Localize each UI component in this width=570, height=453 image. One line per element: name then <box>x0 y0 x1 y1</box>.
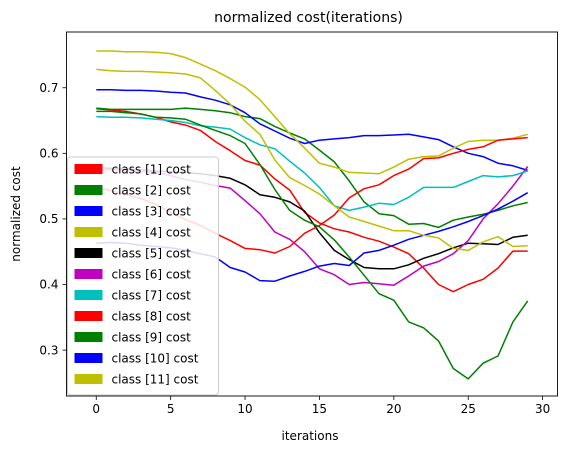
legend-swatch <box>74 353 103 363</box>
legend-swatch <box>74 311 103 321</box>
chart-title: normalized cost(iterations) <box>214 10 403 26</box>
y-axis: 0.3 0.4 0.5 0.6 0.7 <box>39 81 67 357</box>
legend-swatch <box>74 185 103 195</box>
legend-swatch <box>74 206 103 216</box>
legend-label: class [5] cost <box>112 247 192 261</box>
x-tick-label: 10 <box>237 402 252 416</box>
legend-label: class [6] cost <box>112 268 192 282</box>
series-line-3 <box>96 88 528 172</box>
x-tick-label: 5 <box>167 402 175 416</box>
series-line-9 <box>96 110 529 380</box>
legend-box <box>67 156 219 396</box>
x-tick-label: 25 <box>461 402 476 416</box>
x-axis-label: iterations <box>282 429 339 443</box>
legend-label: class [9] cost <box>112 331 192 345</box>
legend-swatch <box>74 248 103 258</box>
legend-swatch <box>74 164 103 174</box>
legend-swatch <box>74 290 103 300</box>
series-line-11 <box>96 68 528 252</box>
y-axis-label: normalized cost <box>9 166 23 262</box>
legend-label: class [3] cost <box>112 205 192 219</box>
legend-swatch <box>74 269 103 279</box>
x-tick-label: 20 <box>386 402 401 416</box>
series-line-4 <box>96 50 528 175</box>
series-line-2 <box>96 107 528 229</box>
legend-label: class [4] cost <box>112 226 192 240</box>
x-axis: 0 5 10 15 20 25 30 <box>92 396 550 416</box>
y-tick-label: 0.6 <box>39 147 58 161</box>
y-tick-label: 0.4 <box>39 278 58 292</box>
legend-swatch <box>74 332 103 342</box>
y-tick-label: 0.5 <box>39 212 58 226</box>
y-tick-label: 0.7 <box>39 81 58 95</box>
y-tick-label: 0.3 <box>39 343 58 357</box>
x-tick-label: 0 <box>92 402 100 416</box>
plot-frame <box>66 31 558 397</box>
legend-label: class [11] cost <box>112 373 199 387</box>
legend-label: class [7] cost <box>112 289 192 303</box>
x-tick-label: 30 <box>535 402 550 416</box>
series-line-7 <box>96 115 528 212</box>
legend: class [1] cost class [2] cost class [3] co… <box>67 156 219 396</box>
legend-label: class [2] cost <box>112 184 192 198</box>
legend-label: class [1] cost <box>112 163 192 177</box>
legend-label: class [10] cost <box>112 352 199 366</box>
legend-swatch <box>74 374 103 384</box>
series-line-1 <box>96 107 528 293</box>
legend-swatch <box>74 227 103 237</box>
legend-label: class [8] cost <box>112 310 192 324</box>
x-tick-label: 15 <box>312 402 327 416</box>
